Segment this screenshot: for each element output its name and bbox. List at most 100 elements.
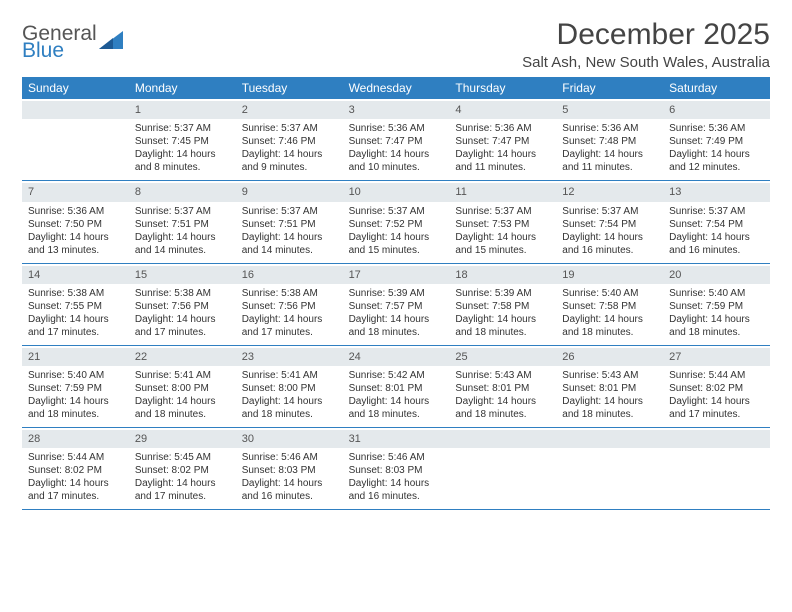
day-detail-line: Daylight: 14 hours and 16 minutes. bbox=[242, 477, 337, 503]
calendar-cell: 16Sunrise: 5:38 AMSunset: 7:56 PMDayligh… bbox=[236, 264, 343, 345]
day-detail-line: Sunrise: 5:39 AM bbox=[349, 287, 444, 300]
day-detail-line: Daylight: 14 hours and 8 minutes. bbox=[135, 148, 230, 174]
day-detail-line: Sunset: 7:56 PM bbox=[242, 300, 337, 313]
day-number: 8 bbox=[129, 183, 236, 201]
day-detail-line: Sunrise: 5:43 AM bbox=[562, 369, 657, 382]
day-detail-line: Daylight: 14 hours and 18 minutes. bbox=[349, 395, 444, 421]
day-detail-line: Sunrise: 5:44 AM bbox=[28, 451, 123, 464]
day-detail-line: Sunrise: 5:42 AM bbox=[349, 369, 444, 382]
day-number: 16 bbox=[236, 266, 343, 284]
day-detail-line: Sunset: 7:51 PM bbox=[242, 218, 337, 231]
day-detail-line: Daylight: 14 hours and 17 minutes. bbox=[28, 477, 123, 503]
title-block: December 2025 Salt Ash, New South Wales,… bbox=[522, 18, 770, 71]
day-detail-line: Daylight: 14 hours and 16 minutes. bbox=[349, 477, 444, 503]
day-number: 31 bbox=[343, 430, 450, 448]
day-detail-line: Sunrise: 5:37 AM bbox=[669, 205, 764, 218]
calendar-cell: 2Sunrise: 5:37 AMSunset: 7:46 PMDaylight… bbox=[236, 99, 343, 180]
day-detail-line: Sunrise: 5:39 AM bbox=[455, 287, 550, 300]
calendar-cell: 15Sunrise: 5:38 AMSunset: 7:56 PMDayligh… bbox=[129, 264, 236, 345]
day-detail-line: Daylight: 14 hours and 18 minutes. bbox=[28, 395, 123, 421]
day-number: 3 bbox=[343, 101, 450, 119]
day-number: 19 bbox=[556, 266, 663, 284]
day-detail-line: Daylight: 14 hours and 16 minutes. bbox=[562, 231, 657, 257]
day-number: 25 bbox=[449, 348, 556, 366]
day-detail-line: Sunrise: 5:46 AM bbox=[242, 451, 337, 464]
day-detail-line: Sunset: 7:59 PM bbox=[28, 382, 123, 395]
calendar-cell: 26Sunrise: 5:43 AMSunset: 8:01 PMDayligh… bbox=[556, 346, 663, 427]
calendar: Sunday Monday Tuesday Wednesday Thursday… bbox=[22, 77, 770, 510]
day-detail-line: Sunset: 7:58 PM bbox=[455, 300, 550, 313]
calendar-day-header: Sunday Monday Tuesday Wednesday Thursday… bbox=[22, 77, 770, 99]
calendar-cell: 6Sunrise: 5:36 AMSunset: 7:49 PMDaylight… bbox=[663, 99, 770, 180]
day-detail-line: Daylight: 14 hours and 17 minutes. bbox=[135, 313, 230, 339]
calendar-cell: 19Sunrise: 5:40 AMSunset: 7:58 PMDayligh… bbox=[556, 264, 663, 345]
day-detail-line: Sunrise: 5:37 AM bbox=[242, 122, 337, 135]
day-number: 18 bbox=[449, 266, 556, 284]
day-number: 5 bbox=[556, 101, 663, 119]
calendar-cell: 7Sunrise: 5:36 AMSunset: 7:50 PMDaylight… bbox=[22, 181, 129, 262]
calendar-week: 7Sunrise: 5:36 AMSunset: 7:50 PMDaylight… bbox=[22, 181, 770, 263]
day-detail-line: Sunrise: 5:37 AM bbox=[562, 205, 657, 218]
day-detail-line: Sunrise: 5:43 AM bbox=[455, 369, 550, 382]
day-detail-line: Daylight: 14 hours and 13 minutes. bbox=[28, 231, 123, 257]
day-detail-line: Sunset: 8:02 PM bbox=[135, 464, 230, 477]
day-detail-line: Sunset: 7:47 PM bbox=[455, 135, 550, 148]
calendar-cell: 18Sunrise: 5:39 AMSunset: 7:58 PMDayligh… bbox=[449, 264, 556, 345]
day-detail-line: Daylight: 14 hours and 18 minutes. bbox=[242, 395, 337, 421]
day-number: 29 bbox=[129, 430, 236, 448]
calendar-cell: 9Sunrise: 5:37 AMSunset: 7:51 PMDaylight… bbox=[236, 181, 343, 262]
calendar-cell bbox=[22, 99, 129, 180]
calendar-cell: 10Sunrise: 5:37 AMSunset: 7:52 PMDayligh… bbox=[343, 181, 450, 262]
calendar-cell: 12 Sunrise: 5:37 AMSunset: 7:54 PMDayligh… bbox=[556, 181, 663, 262]
day-number: 1 bbox=[129, 101, 236, 119]
day-detail-line: Daylight: 14 hours and 14 minutes. bbox=[135, 231, 230, 257]
day-detail-line: Sunset: 7:58 PM bbox=[562, 300, 657, 313]
page-subtitle: Salt Ash, New South Wales, Australia bbox=[522, 54, 770, 71]
day-detail-line: Sunrise: 5:37 AM bbox=[135, 205, 230, 218]
day-detail-line: Sunset: 7:57 PM bbox=[349, 300, 444, 313]
calendar-week: 14Sunrise: 5:38 AMSunset: 7:55 PMDayligh… bbox=[22, 264, 770, 346]
calendar-cell bbox=[663, 428, 770, 509]
day-number: 17 bbox=[343, 266, 450, 284]
day-number: 14 bbox=[22, 266, 129, 284]
day-detail-line: Sunset: 7:54 PM bbox=[562, 218, 657, 231]
calendar-cell bbox=[556, 428, 663, 509]
page: General Blue December 2025 Salt Ash, New… bbox=[0, 0, 792, 510]
calendar-cell: 31 Sunrise: 5:46 AMSunset: 8:03 PMDayligh… bbox=[343, 428, 450, 509]
calendar-week: 28Sunrise: 5:44 AMSunset: 8:02 PMDayligh… bbox=[22, 428, 770, 510]
day-detail-line: Sunrise: 5:36 AM bbox=[28, 205, 123, 218]
day-detail-line: Sunset: 7:59 PM bbox=[669, 300, 764, 313]
day-number bbox=[449, 430, 556, 448]
day-detail-line: Sunrise: 5:37 AM bbox=[349, 205, 444, 218]
day-number bbox=[556, 430, 663, 448]
day-detail-line: Sunset: 8:00 PM bbox=[135, 382, 230, 395]
day-detail-line: Daylight: 14 hours and 18 minutes. bbox=[562, 395, 657, 421]
day-number: 12 bbox=[556, 183, 663, 201]
day-detail-line: Sunrise: 5:38 AM bbox=[242, 287, 337, 300]
day-detail-line: Sunrise: 5:37 AM bbox=[455, 205, 550, 218]
calendar-cell: 8 Sunrise: 5:37 AMSunset: 7:51 PMDaylight… bbox=[129, 181, 236, 262]
dayhead-sun: Sunday bbox=[22, 77, 129, 99]
day-detail-line: Sunrise: 5:36 AM bbox=[562, 122, 657, 135]
day-detail-line: Sunset: 7:54 PM bbox=[669, 218, 764, 231]
day-detail-line: Sunrise: 5:40 AM bbox=[28, 369, 123, 382]
day-detail-line: Sunset: 7:49 PM bbox=[669, 135, 764, 148]
day-detail-line: Sunrise: 5:38 AM bbox=[28, 287, 123, 300]
day-detail-line: Sunset: 8:03 PM bbox=[349, 464, 444, 477]
day-detail-line: Daylight: 14 hours and 14 minutes. bbox=[242, 231, 337, 257]
header: General Blue December 2025 Salt Ash, New… bbox=[22, 18, 770, 71]
day-number: 4 bbox=[449, 101, 556, 119]
day-detail-line: Sunset: 7:56 PM bbox=[135, 300, 230, 313]
day-number: 10 bbox=[343, 183, 450, 201]
day-detail-line: Sunset: 7:48 PM bbox=[562, 135, 657, 148]
day-number: 9 bbox=[236, 183, 343, 201]
day-detail-line: Sunset: 7:51 PM bbox=[135, 218, 230, 231]
day-detail-line: Daylight: 14 hours and 18 minutes. bbox=[669, 313, 764, 339]
calendar-cell: 24Sunrise: 5:42 AMSunset: 8:01 PMDayligh… bbox=[343, 346, 450, 427]
calendar-cell: 5Sunrise: 5:36 AMSunset: 7:48 PMDaylight… bbox=[556, 99, 663, 180]
day-detail-line: Sunset: 8:01 PM bbox=[455, 382, 550, 395]
day-number bbox=[663, 430, 770, 448]
day-detail-line: Sunrise: 5:46 AM bbox=[349, 451, 444, 464]
day-detail-line: Daylight: 14 hours and 12 minutes. bbox=[669, 148, 764, 174]
day-detail-line: Daylight: 14 hours and 18 minutes. bbox=[455, 395, 550, 421]
